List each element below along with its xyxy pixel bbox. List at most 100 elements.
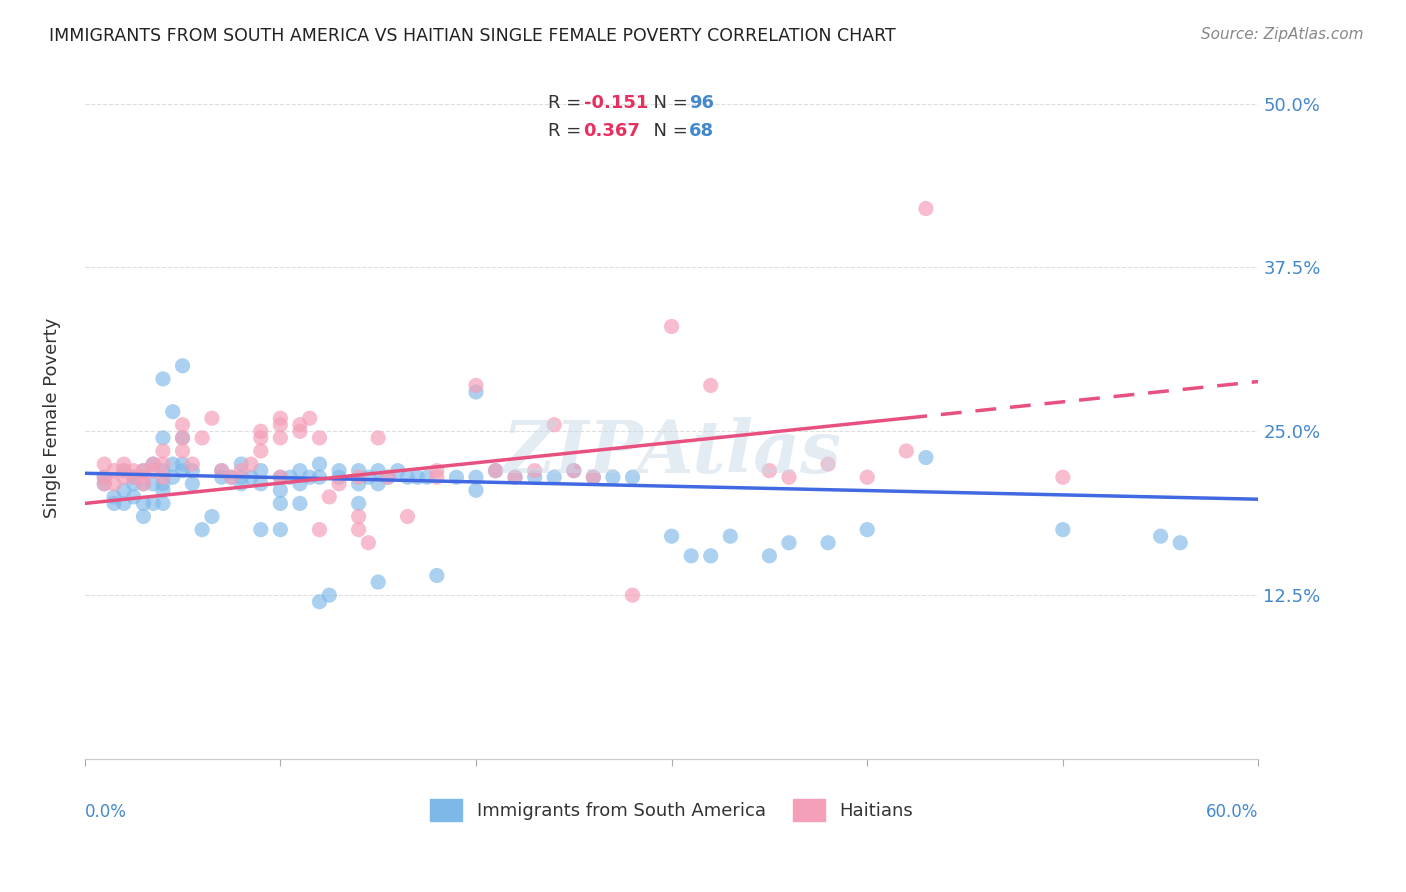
- Point: [152, 476, 174, 491]
- Point: [357, 535, 380, 549]
- Point: [778, 535, 800, 549]
- Point: [308, 595, 330, 609]
- Point: [221, 470, 243, 484]
- Text: 0.0%: 0.0%: [84, 804, 127, 822]
- Point: [347, 496, 370, 510]
- Point: [377, 470, 399, 484]
- Point: [778, 470, 800, 484]
- Point: [484, 464, 506, 478]
- Point: [201, 509, 224, 524]
- Point: [367, 575, 389, 590]
- Point: [93, 470, 115, 484]
- Point: [249, 523, 271, 537]
- Point: [211, 464, 233, 478]
- Point: [347, 509, 370, 524]
- Point: [582, 470, 605, 484]
- Point: [357, 470, 380, 484]
- Point: [426, 470, 449, 484]
- Point: [142, 496, 165, 510]
- Point: [718, 529, 741, 543]
- Point: [181, 464, 204, 478]
- Point: [269, 470, 291, 484]
- Point: [758, 464, 780, 478]
- Point: [132, 509, 155, 524]
- Point: [523, 464, 546, 478]
- Point: [465, 378, 488, 392]
- Point: [367, 431, 389, 445]
- Point: [298, 470, 321, 484]
- Point: [231, 476, 253, 491]
- Point: [172, 431, 194, 445]
- Point: [93, 457, 115, 471]
- Point: [347, 470, 370, 484]
- Point: [367, 476, 389, 491]
- Point: [172, 464, 194, 478]
- Point: [181, 457, 204, 471]
- Point: [856, 470, 879, 484]
- Point: [142, 457, 165, 471]
- Point: [318, 588, 340, 602]
- Point: [269, 417, 291, 432]
- Text: ZIPAtlas: ZIPAtlas: [502, 417, 841, 488]
- Point: [240, 470, 263, 484]
- Point: [1052, 470, 1074, 484]
- Point: [562, 464, 585, 478]
- Point: [465, 483, 488, 498]
- Point: [152, 444, 174, 458]
- Point: [152, 464, 174, 478]
- Point: [172, 457, 194, 471]
- Point: [231, 470, 253, 484]
- Point: [661, 319, 683, 334]
- Point: [396, 470, 419, 484]
- Point: [278, 470, 301, 484]
- Point: [172, 444, 194, 458]
- Point: [132, 496, 155, 510]
- Point: [240, 457, 263, 471]
- Point: [152, 431, 174, 445]
- Point: [122, 470, 145, 484]
- Point: [122, 490, 145, 504]
- Point: [298, 411, 321, 425]
- Point: [201, 411, 224, 425]
- Point: [318, 490, 340, 504]
- Text: 68: 68: [689, 121, 714, 140]
- Point: [288, 464, 311, 478]
- Point: [231, 457, 253, 471]
- Point: [122, 476, 145, 491]
- Point: [122, 470, 145, 484]
- Point: [162, 405, 184, 419]
- Point: [308, 457, 330, 471]
- Text: R =: R =: [548, 121, 588, 140]
- Point: [896, 444, 918, 458]
- Point: [249, 444, 271, 458]
- Point: [661, 529, 683, 543]
- Point: [191, 431, 214, 445]
- Point: [387, 464, 409, 478]
- Point: [543, 470, 565, 484]
- Point: [503, 470, 526, 484]
- Point: [562, 464, 585, 478]
- Point: [103, 490, 125, 504]
- Point: [211, 470, 233, 484]
- Point: [112, 483, 135, 498]
- Point: [103, 496, 125, 510]
- Point: [132, 464, 155, 478]
- Point: [269, 470, 291, 484]
- Point: [426, 464, 449, 478]
- Point: [172, 359, 194, 373]
- Point: [191, 523, 214, 537]
- Point: [231, 464, 253, 478]
- Point: [142, 464, 165, 478]
- Point: [221, 470, 243, 484]
- Point: [347, 476, 370, 491]
- Point: [347, 464, 370, 478]
- Point: [152, 470, 174, 484]
- Point: [328, 470, 350, 484]
- Point: [269, 496, 291, 510]
- Point: [112, 464, 135, 478]
- Point: [269, 483, 291, 498]
- Point: [132, 470, 155, 484]
- Point: [162, 457, 184, 471]
- Text: N =: N =: [643, 95, 693, 112]
- Text: N =: N =: [643, 121, 693, 140]
